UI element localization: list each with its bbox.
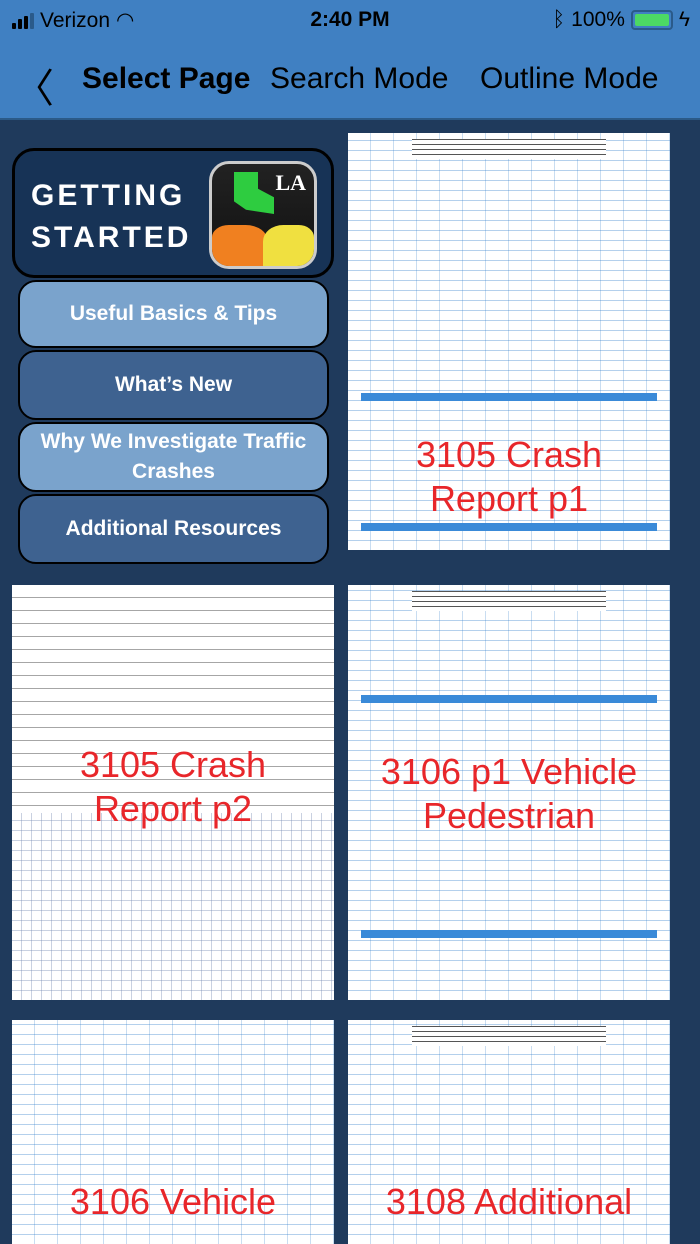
- page-thumbnail-3106-p2[interactable]: 3106 Vehicle: [12, 1020, 334, 1244]
- page-label: 3106 Vehicle: [69, 1181, 277, 1222]
- tab-outline-mode[interactable]: Outline Mode: [480, 62, 659, 95]
- carrier: Verizon: [40, 8, 111, 32]
- page-label: Pedestrian: [422, 795, 596, 836]
- page-thumbnail-3106-p1[interactable]: 3106 p1 Vehicle Pedestrian: [348, 585, 670, 1000]
- signal-icon: [12, 12, 34, 29]
- page-label: Report p1: [429, 478, 589, 519]
- page-label: 3105 Crash: [415, 434, 603, 475]
- page-label: 3108 Additional: [385, 1181, 633, 1222]
- tab-select-page[interactable]: Select Page: [82, 62, 251, 95]
- page-thumbnail-3105-p2[interactable]: 3105 Crash Report p2: [12, 585, 334, 1000]
- page-label: 3105 Crash: [79, 744, 267, 785]
- getting-started-header: GETTING STARTED LA: [12, 148, 334, 278]
- battery-percent: 100%: [571, 8, 625, 31]
- app-logo: LA: [209, 161, 317, 269]
- page-label: 3106 p1 Vehicle: [380, 751, 638, 792]
- battery-icon: [630, 10, 673, 30]
- page-label: Report p2: [93, 788, 253, 829]
- additional-resources-button[interactable]: Additional Resources: [18, 494, 329, 564]
- why-investigate-button[interactable]: Why We Investigate Traffic Crashes: [18, 422, 329, 492]
- bluetooth-icon: ᛒ: [552, 8, 566, 31]
- title-line1: GETTING: [31, 179, 186, 212]
- clock: 2:40 PM: [310, 8, 390, 31]
- nav-bar: 〈 Select Page Search Mode Outline Mode: [0, 40, 700, 120]
- tab-search-mode[interactable]: Search Mode: [270, 62, 449, 95]
- status-bar: Verizon ◠ 2:40 PM ᛒ 100% ϟ: [0, 0, 700, 40]
- page-thumbnail-3105-p1[interactable]: 3105 Crash Report p1: [348, 133, 670, 550]
- wifi-icon: ◠: [116, 9, 135, 32]
- back-chevron-icon[interactable]: 〈: [14, 67, 54, 111]
- title-line2: STARTED: [31, 221, 192, 254]
- useful-basics-button[interactable]: Useful Basics & Tips: [18, 280, 329, 348]
- whats-new-button[interactable]: What’s New: [18, 350, 329, 420]
- charging-icon: ϟ: [678, 8, 690, 31]
- page-thumbnail-3108[interactable]: 3108 Additional: [348, 1020, 670, 1244]
